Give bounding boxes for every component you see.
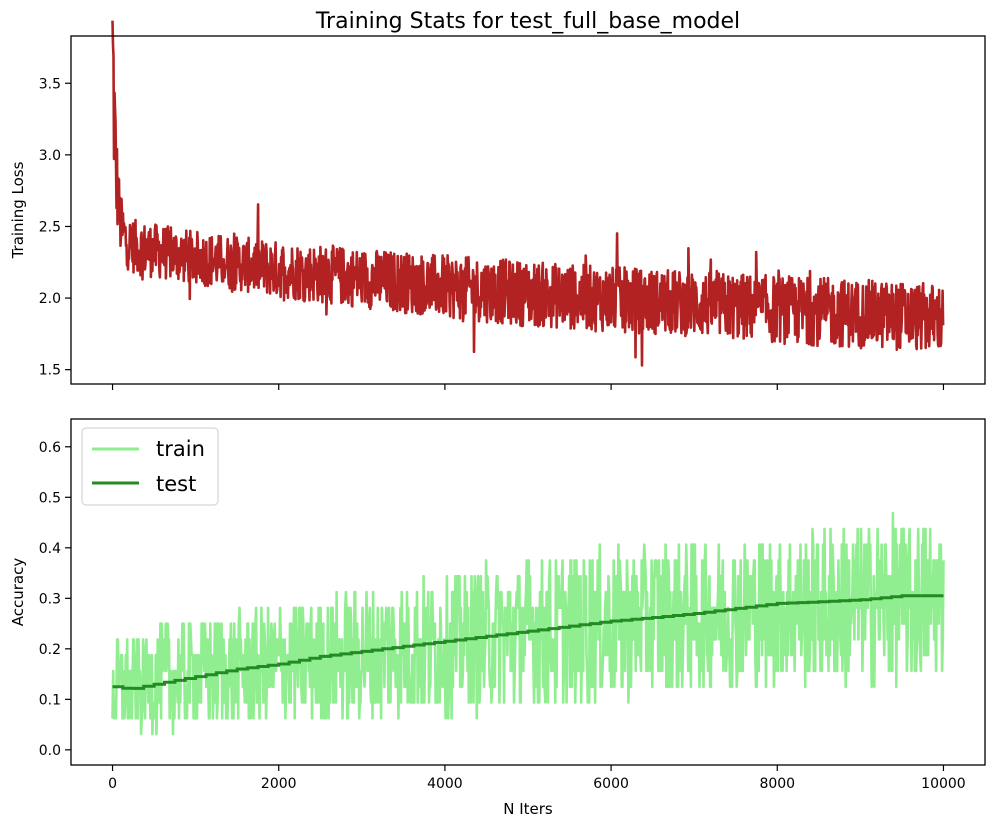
loss-y-tick-label-1.5: 1.5 — [39, 363, 61, 379]
accuracy-x-axis-label: N Iters — [503, 800, 553, 818]
accuracy-y-tick-label-0.1: 0.1 — [39, 692, 61, 708]
loss-panel: 1.5 2.0 2.5 3.0 3.5 Training Loss — [9, 20, 986, 390]
loss-y-tick-label-2: 2.0 — [39, 291, 61, 307]
accuracy-x-tick-label-6000: 6000 — [593, 776, 629, 792]
accuracy-y-tick-label-0.2: 0.2 — [39, 642, 61, 658]
loss-series-layer — [111, 20, 945, 367]
legend-label-test: test — [156, 472, 196, 496]
loss-y-ticks: 1.5 2.0 2.5 3.0 3.5 — [39, 76, 71, 379]
loss-x-ticks — [111, 384, 945, 390]
loss-y-tick-label-3.5: 3.5 — [39, 76, 61, 92]
accuracy-panel: 0 2000 4000 6000 8000 10000 0.00.10.20.30.40.… — [9, 418, 986, 818]
accuracy-x-tick-label-8000: 8000 — [759, 776, 795, 792]
accuracy-y-tick-label-0.3: 0.3 — [39, 591, 61, 607]
loss-y-axis-label: Training Loss — [9, 161, 27, 259]
accuracy-y-ticks: 0.0 0.1 0.2 0.3 0.4 0.5 0.6 — [39, 440, 71, 759]
train-series-line — [111, 511, 945, 736]
accuracy-axes-frame — [70, 418, 986, 766]
accuracy-x-tick-label-2000: 2000 — [261, 776, 297, 792]
accuracy-x-ticks: 0 2000 4000 6000 8000 10000 — [108, 765, 966, 792]
loss-series-line — [111, 20, 945, 367]
accuracy-y-tick-label-0.5: 0.5 — [39, 490, 61, 506]
legend-box — [81, 427, 219, 506]
loss-y-tick-label-2.5: 2.5 — [39, 219, 61, 235]
accuracy-series-layer — [111, 511, 945, 736]
accuracy-y-tick-label-0.4: 0.4 — [39, 541, 61, 557]
legend-label-train: train — [156, 437, 205, 461]
accuracy-x-tick-label-0: 0 — [108, 776, 117, 792]
accuracy-legend: train test — [81, 427, 219, 506]
chart-title: Training Stats for test_full_base_model — [315, 9, 740, 34]
loss-axes-frame — [70, 35, 986, 385]
accuracy-y-axis-label: Accuracy — [9, 558, 27, 627]
test-series-line — [112, 594, 944, 690]
accuracy-y-tick-label-0: 0.0 — [39, 743, 61, 759]
loss-y-tick-label-3: 3.0 — [39, 148, 61, 164]
accuracy-y-tick-label-0.6: 0.6 — [39, 440, 61, 456]
accuracy-x-tick-label-4000: 4000 — [427, 776, 463, 792]
accuracy-x-tick-label-10000: 10000 — [921, 776, 966, 792]
